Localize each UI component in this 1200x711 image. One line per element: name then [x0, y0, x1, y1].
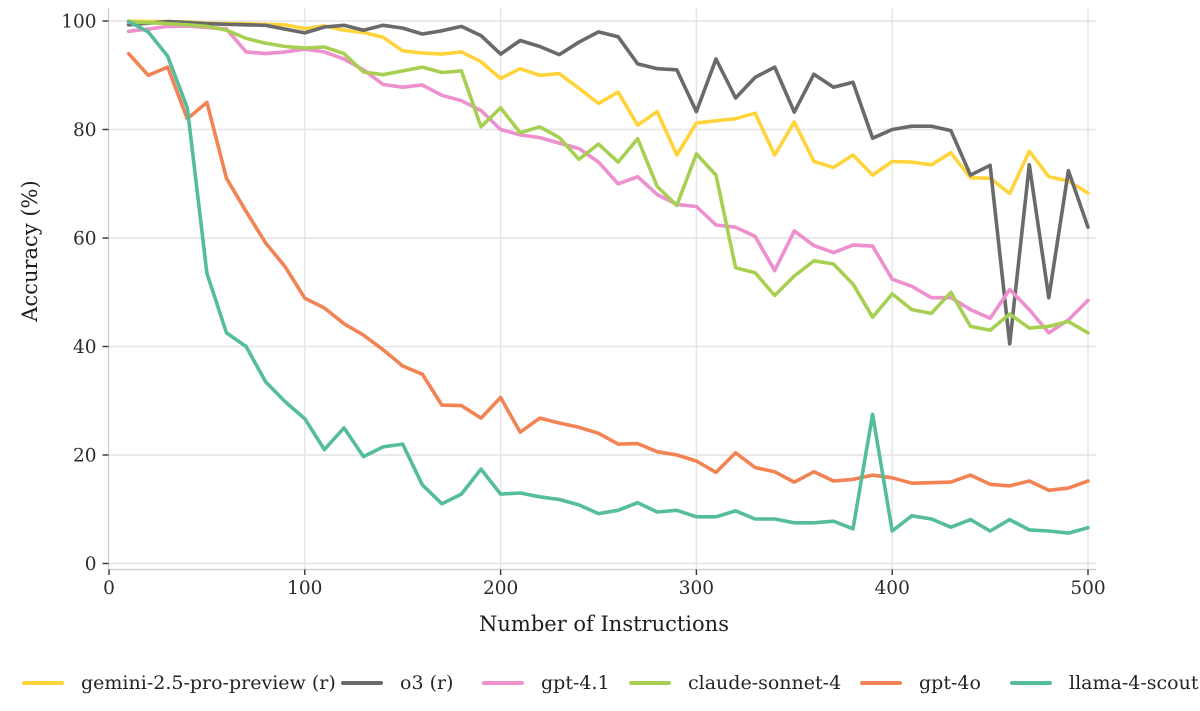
- series-line-gemini-2.5-pro-preview-r: [126, 19, 1090, 196]
- x-tick-label: 500: [1070, 578, 1105, 599]
- y-tick-label: 20: [73, 446, 97, 467]
- legend-item-llama-4-scout: llama-4-scout: [1010, 668, 1198, 698]
- series-line-claude-sonnet-4: [126, 20, 1090, 335]
- legend-item-gpt-4.1: gpt-4.1: [482, 668, 610, 698]
- series-line-llama-4-scout: [126, 19, 1090, 535]
- y-tick-label: 100: [61, 12, 96, 33]
- y-tick-label: 60: [73, 229, 97, 250]
- legend-label: gemini-2.5-pro-preview (r): [81, 672, 336, 694]
- legend-swatch-icon: [629, 680, 671, 686]
- chart-legend: gemini-2.5-pro-preview (r) o3 (r) gpt-4.1 c…: [0, 668, 1200, 702]
- y-tick-label: 40: [73, 337, 97, 358]
- legend-swatch-icon: [22, 680, 64, 686]
- legend-item-o3-r: o3 (r): [341, 668, 453, 698]
- y-tick-label: 0: [85, 554, 97, 575]
- legend-swatch-icon: [1010, 680, 1052, 686]
- legend-label: o3 (r): [400, 672, 454, 694]
- x-tick-label: 200: [483, 578, 518, 599]
- series-line-gpt-4.1: [126, 24, 1090, 335]
- legend-swatch-icon: [482, 680, 524, 686]
- legend-label: llama-4-scout: [1069, 672, 1199, 694]
- legend-label: gpt-4o: [919, 672, 981, 694]
- legend-item-gemini-2.5-pro-preview-r: gemini-2.5-pro-preview (r): [22, 668, 336, 698]
- legend-label: claude-sonnet-4: [688, 672, 842, 694]
- y-axis-title: Accuracy (%): [18, 180, 42, 322]
- x-tick-label: 0: [103, 578, 115, 599]
- x-tick-label: 100: [287, 578, 322, 599]
- y-tick-label: 80: [73, 120, 97, 141]
- x-axis-title: Number of Instructions: [479, 612, 729, 636]
- x-tick-label: 400: [875, 578, 910, 599]
- legend-swatch-icon: [341, 680, 383, 686]
- plot-area: 0 100 200 300 400 500 0 20 40 60 80 100: [61, 8, 1106, 599]
- series-line-gpt-4o: [126, 51, 1090, 493]
- legend-item-gpt-4o: gpt-4o: [860, 668, 981, 698]
- x-tick-label: 300: [679, 578, 714, 599]
- series-line-o3-r: [126, 19, 1090, 346]
- legend-label: gpt-4.1: [541, 672, 610, 694]
- legend-item-claude-sonnet-4: claude-sonnet-4: [629, 668, 841, 698]
- legend-swatch-icon: [860, 680, 902, 686]
